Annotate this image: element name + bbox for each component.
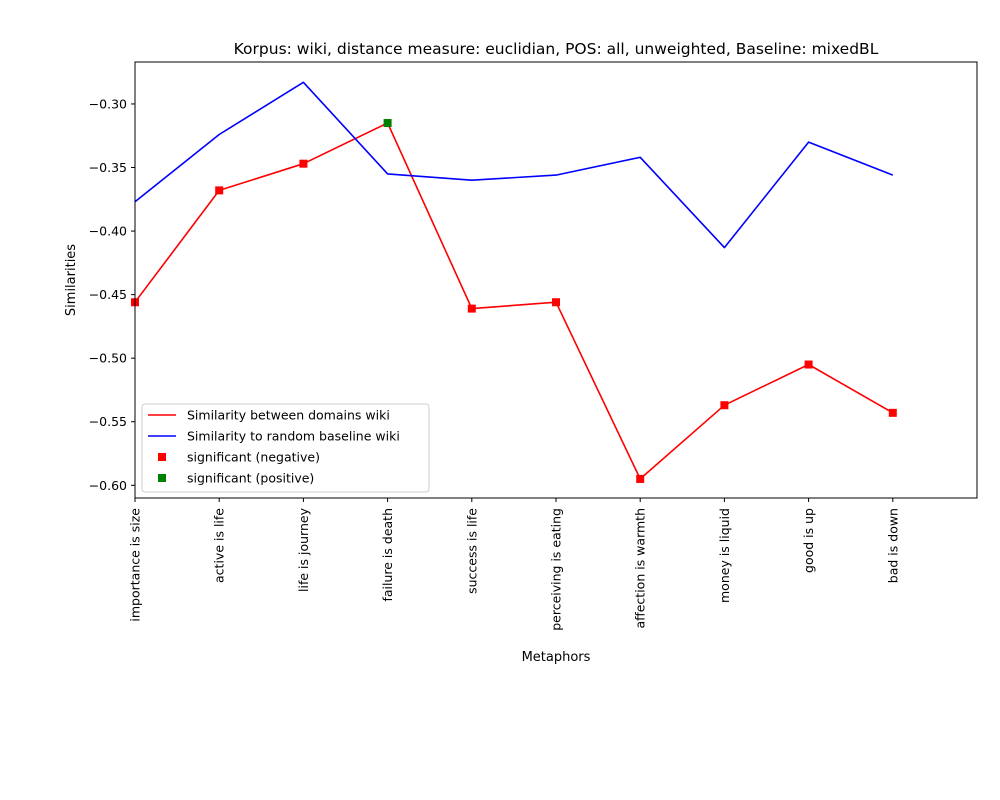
y-axis: −0.60 −0.55 −0.50 −0.45 −0.40 −0.35 −0.30 [89,96,135,493]
x-tick-label-1: active is life [212,508,227,583]
legend-swatch-3 [158,474,166,482]
legend-label-1: Similarity to random baseline wiki [187,429,400,444]
y-tick-label-6: −0.30 [89,96,127,111]
y-tick-label-5: −0.35 [89,160,127,175]
x-tick-label-9: bad is down [885,508,900,583]
y-tick-label-1: −0.55 [89,414,127,429]
marker-0-point-8 [888,408,897,417]
legend-swatch-2 [158,453,166,461]
legend: Similarity between domains wiki Similarit… [141,403,430,493]
legend-label-2: significant (negative) [187,450,320,465]
x-tick-label-3: failure is death [380,508,395,602]
x-tick-label-7: money is liquid [717,508,732,603]
marker-0-point-7 [804,360,813,369]
x-tick-label-8: good is up [801,508,816,573]
legend-label-0: Similarity between domains wiki [187,408,390,423]
y-tick-label-2: −0.50 [89,351,127,366]
legend-label-3: significant (positive) [187,471,314,486]
x-axis: importance is size active is life life is … [128,498,900,631]
y-tick-label-0: −0.60 [89,478,127,493]
x-axis-label: Metaphors [522,650,591,665]
y-tick-label-4: −0.40 [89,224,127,239]
y-tick-label-3: −0.45 [89,287,127,302]
x-tick-label-2: life is journey [296,507,311,592]
x-tick-label-4: success is life [464,508,479,594]
plot-area [134,81,894,480]
y-axis-label: Similarities [64,244,79,316]
marker-0-point-4 [552,298,560,307]
x-tick-label-5: perceiving is eating [549,508,564,631]
chart-title: Korpus: wiki, distance measure: euclidia… [234,40,879,58]
marker-0-point-2 [299,159,308,168]
series-line-1 [134,81,894,249]
x-tick-label-0: importance is size [128,508,143,622]
legend-box [141,403,430,493]
marker-0-point-5 [636,474,645,483]
series-line-0 [134,122,894,480]
x-tick-label-6: affection is warmth [633,508,648,629]
marker-1-point-0 [383,119,392,128]
marker-0-point-6 [720,401,729,410]
marker-0-point-1 [215,186,224,195]
marker-0-point-3 [467,304,476,313]
